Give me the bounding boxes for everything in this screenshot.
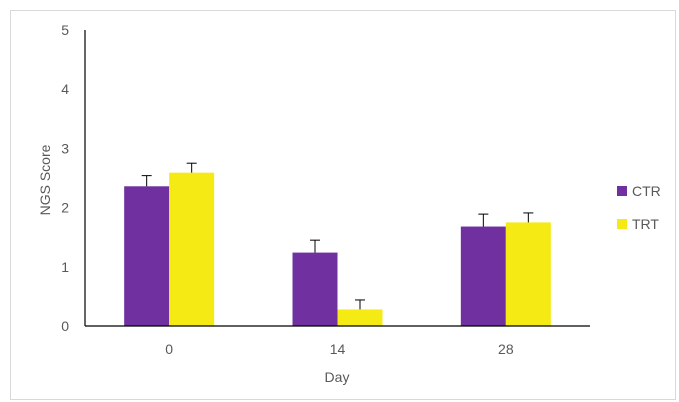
bar-ctr-day-14 <box>292 252 338 326</box>
legend: CTR TRT <box>617 183 661 232</box>
x-tick-label: 14 <box>330 341 346 357</box>
y-tick-label: 0 <box>61 318 69 334</box>
legend-swatch-trt <box>617 219 627 229</box>
bar-trt-day-28 <box>505 222 551 326</box>
y-tick-label: 4 <box>61 81 69 97</box>
x-axis-ticks: 0 14 28 <box>165 341 514 357</box>
bar-trt-day-14 <box>337 309 383 326</box>
y-axis-ticks: 0 1 2 3 4 5 <box>61 22 69 334</box>
bar-trt-day-0 <box>169 172 215 326</box>
x-tick-label: 0 <box>165 341 173 357</box>
bars <box>124 172 551 326</box>
legend-label-ctr: CTR <box>632 183 661 199</box>
y-tick-label: 3 <box>61 140 69 156</box>
y-axis-title: NGS Score <box>37 144 53 215</box>
x-tick-label: 28 <box>498 341 514 357</box>
legend-label-trt: TRT <box>632 216 659 232</box>
chart-frame <box>10 10 676 400</box>
y-tick-label: 2 <box>61 200 69 216</box>
legend-swatch-ctr <box>617 186 627 196</box>
y-tick-label: 1 <box>61 259 69 275</box>
y-tick-label: 5 <box>61 22 69 38</box>
bar-ctr-day-28 <box>460 226 506 326</box>
bar-ctr-day-0 <box>124 186 170 326</box>
x-axis-title: Day <box>325 369 350 385</box>
error-bars <box>141 162 534 310</box>
